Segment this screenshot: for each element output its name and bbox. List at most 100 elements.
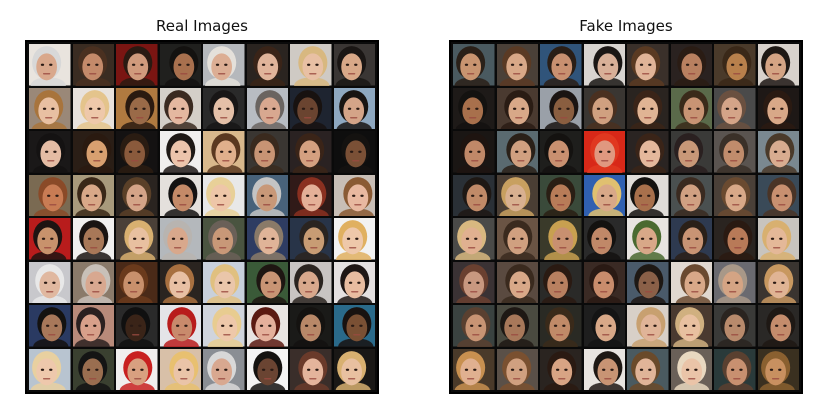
face-thumbnail [496,44,538,86]
face-thumbnail [627,131,669,173]
real-face-tile [290,44,332,86]
face-thumbnail [670,261,712,303]
real-face-tile [29,44,71,86]
real-face-tile [29,174,71,216]
fake-face-tile [714,44,756,86]
fake-face-tile [757,44,799,86]
face-thumbnail [29,218,71,260]
face-thumbnail [670,218,712,260]
face-thumbnail [116,348,158,390]
fake-face-tile [670,305,712,347]
real-images-grid [27,42,377,392]
face-thumbnail [714,261,756,303]
fake-face-tile [453,174,495,216]
real-face-tile [333,261,375,303]
face-thumbnail [116,261,158,303]
real-face-tile [72,348,114,390]
real-face-tile [290,305,332,347]
real-face-tile [159,44,201,86]
fake-face-tile [496,87,538,129]
face-thumbnail [540,174,582,216]
real-face-tile [290,348,332,390]
real-face-tile [203,131,245,173]
face-thumbnail [453,348,495,390]
fake-face-tile [757,131,799,173]
fake-face-tile [627,218,669,260]
fake-face-tile [714,261,756,303]
real-face-tile [246,218,288,260]
face-thumbnail [670,348,712,390]
face-thumbnail [757,305,799,347]
fake-face-tile [453,348,495,390]
face-thumbnail [670,174,712,216]
face-thumbnail [627,87,669,129]
face-thumbnail [72,305,114,347]
face-thumbnail [246,44,288,86]
face-thumbnail [757,174,799,216]
face-thumbnail [496,174,538,216]
face-thumbnail [670,44,712,86]
real-face-tile [116,348,158,390]
fake-face-tile [496,44,538,86]
fake-face-tile [583,174,625,216]
face-thumbnail [670,87,712,129]
face-thumbnail [540,261,582,303]
fake-face-tile [757,218,799,260]
face-thumbnail [453,261,495,303]
face-thumbnail [203,44,245,86]
face-thumbnail [583,305,625,347]
fake-face-tile [583,218,625,260]
face-thumbnail [496,218,538,260]
face-thumbnail [583,44,625,86]
real-face-tile [29,261,71,303]
face-thumbnail [333,174,375,216]
fake-face-tile [540,218,582,260]
face-thumbnail [203,174,245,216]
face-thumbnail [757,261,799,303]
face-thumbnail [333,261,375,303]
face-thumbnail [290,218,332,260]
face-thumbnail [714,44,756,86]
face-thumbnail [757,218,799,260]
face-thumbnail [29,87,71,129]
face-thumbnail [203,348,245,390]
fake-face-tile [714,305,756,347]
face-thumbnail [333,305,375,347]
face-thumbnail [290,305,332,347]
face-thumbnail [72,87,114,129]
face-thumbnail [246,261,288,303]
face-thumbnail [453,87,495,129]
fake-face-tile [757,305,799,347]
real-face-tile [333,174,375,216]
fake-face-tile [627,261,669,303]
real-face-tile [246,348,288,390]
face-thumbnail [583,218,625,260]
face-thumbnail [246,131,288,173]
face-thumbnail [540,218,582,260]
real-face-tile [333,87,375,129]
real-face-tile [116,131,158,173]
face-thumbnail [583,131,625,173]
face-thumbnail [290,131,332,173]
fake-face-tile [627,348,669,390]
face-thumbnail [714,87,756,129]
face-thumbnail [757,87,799,129]
fake-face-tile [540,131,582,173]
fake-images-grid-frame [449,40,803,394]
fake-face-tile [670,87,712,129]
face-thumbnail [714,218,756,260]
real-face-tile [116,174,158,216]
fake-face-tile [453,261,495,303]
real-face-tile [290,261,332,303]
face-thumbnail [627,218,669,260]
fake-face-tile [583,131,625,173]
face-thumbnail [453,218,495,260]
real-face-tile [333,305,375,347]
face-thumbnail [203,261,245,303]
real-face-tile [290,87,332,129]
real-face-tile [333,348,375,390]
fake-face-tile [714,131,756,173]
face-thumbnail [116,131,158,173]
fake-face-tile [757,348,799,390]
fake-images-title: Fake Images [579,17,673,35]
